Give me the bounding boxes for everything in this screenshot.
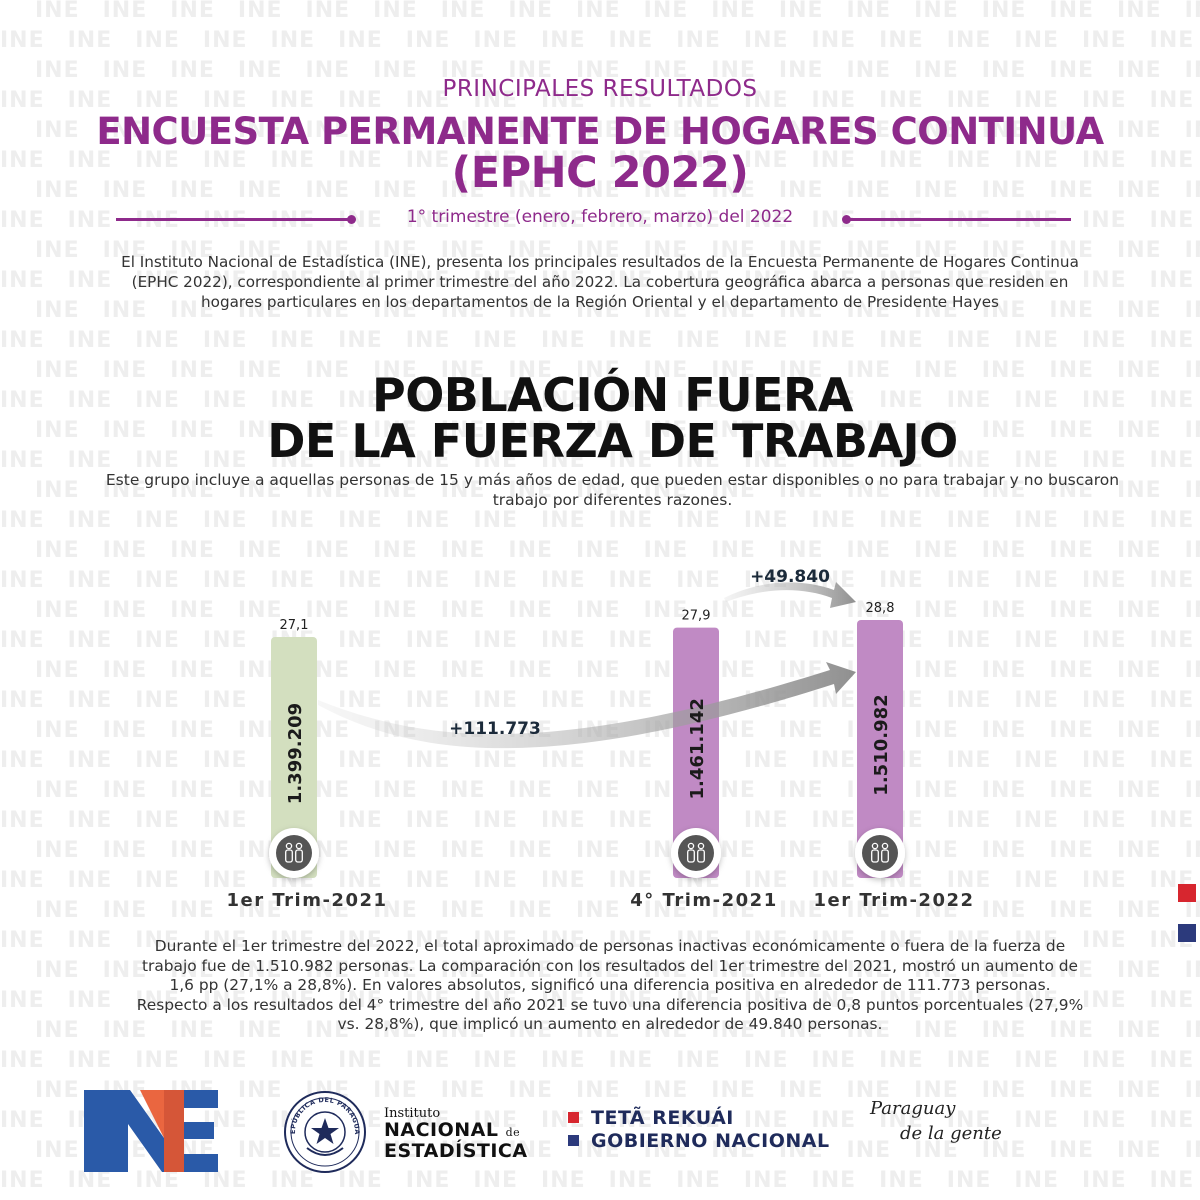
divider-dot-right: [842, 215, 851, 224]
value-label-2: 1.510.982: [871, 694, 892, 795]
section-title-line1: POBLACIÓN FUERA: [371, 368, 854, 422]
paraguay-brand-logo: Paraguay de la gente: [870, 1098, 1002, 1144]
bar-0: [271, 637, 317, 878]
watermark-row: INE INE INE INE INE INE INE INE INE INE …: [0, 868, 1200, 893]
brand-line1: Paraguay: [870, 1098, 956, 1119]
square-blue-icon: [568, 1135, 579, 1146]
watermark-row: INE INE INE INE INE INE INE INE INE INE …: [35, 1138, 1200, 1163]
watermark-row: INE INE INE INE INE INE INE INE INE INE …: [35, 1198, 1200, 1200]
people-icon: [269, 828, 319, 878]
institute-name: Instituto NACIONAL de ESTADÍSTICA: [384, 1106, 528, 1161]
watermark-row: INE INE INE INE INE INE INE INE INE INE …: [35, 958, 1200, 983]
watermark-row: INE INE INE INE INE INE INE INE INE INE …: [0, 508, 1200, 533]
watermark-row: INE INE INE INE INE INE INE INE INE INE …: [35, 658, 1200, 683]
institute-line1: NACIONAL: [384, 1119, 499, 1141]
watermark-row: INE INE INE INE INE INE INE INE INE INE …: [0, 808, 1200, 833]
annotation-label-0: +111.773: [449, 719, 541, 739]
watermark-row: INE INE INE INE INE INE INE INE INE INE …: [35, 298, 1200, 323]
survey-title: ENCUESTA PERMANENTE DE HOGARES CONTINUA: [96, 110, 1104, 153]
watermark-row: INE INE INE INE INE INE INE INE INE INE …: [0, 628, 1200, 653]
section-description: Este grupo incluye a aquellas personas d…: [105, 471, 1120, 509]
paraguay-seal-icon: REPÚBLICA DEL PARAGUAY: [283, 1090, 366, 1173]
watermark-row: INE INE INE INE INE INE INE INE INE INE …: [0, 568, 1200, 593]
gov-line1: TETÃ REKUÁI: [591, 1106, 734, 1129]
section-title-line2: DE LA FUERZA DE TRABAJO: [267, 414, 958, 468]
summary-paragraph-2: Respecto a los resultados del 4° trimest…: [136, 995, 1084, 1034]
watermark-row: INE INE INE INE INE INE INE INE INE INE …: [0, 928, 1200, 953]
watermark-row: INE INE INE INE INE INE INE INE INE INE …: [0, 688, 1200, 713]
divider-right: [849, 218, 1071, 221]
watermark-row: INE INE INE INE INE INE INE INE INE INE …: [35, 838, 1200, 863]
category-label-1: 4° Trim-2021: [630, 890, 777, 911]
brand-line2: de la gente: [900, 1123, 1002, 1144]
watermark-row: INE INE INE INE INE INE INE INE INE INE …: [35, 778, 1200, 803]
watermark-row: INE INE INE INE INE INE INE INE INE INE …: [0, 388, 1200, 413]
flag-stripe-blue: [1178, 924, 1196, 942]
watermark-row: INE INE INE INE INE INE INE INE INE INE …: [35, 118, 1200, 143]
watermark-row: INE INE INE INE INE INE INE INE INE INE …: [35, 898, 1200, 923]
people-icon: [671, 828, 721, 878]
watermark-row: INE INE INE INE INE INE INE INE INE INE …: [0, 328, 1200, 353]
people-icon: [855, 828, 905, 878]
category-label-0: 1er Trim-2021: [226, 890, 387, 911]
watermark-row: INE INE INE INE INE INE INE INE INE INE …: [0, 1048, 1200, 1073]
survey-acronym: (EPHC 2022): [451, 148, 749, 198]
survey-period: 1° trimestre (enero, febrero, marzo) del…: [406, 207, 794, 227]
rate-label-2: 28,8: [866, 601, 895, 616]
square-red-icon: [568, 1112, 579, 1123]
header-kicker: PRINCIPALES RESULTADOS: [442, 76, 758, 102]
watermark-row: INE INE INE INE INE INE INE INE INE INE …: [0, 28, 1200, 53]
summary-text: Durante el 1er trimestre del 2022, el to…: [130, 937, 1090, 1035]
watermark-row: INE INE INE INE INE INE INE INE INE INE …: [0, 88, 1200, 113]
flag-stripe-red: [1178, 884, 1196, 902]
watermark-row: INE INE INE INE INE INE INE INE INE INE …: [35, 238, 1200, 263]
gov-line2: GOBIERNO NACIONAL: [591, 1129, 830, 1152]
watermark-row: INE INE INE INE INE INE INE INE INE INE …: [0, 748, 1200, 773]
watermark-row: INE INE INE INE INE INE INE INE INE INE …: [35, 178, 1200, 203]
institute-line2: ESTADÍSTICA: [384, 1140, 528, 1162]
summary-paragraph-1: Durante el 1er trimestre del 2022, el to…: [141, 937, 1079, 994]
value-label-0: 1.399.209: [285, 703, 306, 804]
institute-de: de: [505, 1126, 521, 1139]
value-label-1: 1.461.142: [687, 698, 708, 799]
divider-left: [116, 218, 350, 221]
increase-arrow-2: [724, 582, 856, 608]
bar-1: [673, 627, 719, 878]
gobierno-nacional-logo: TETÃ REKUÁI GOBIERNO NACIONAL: [568, 1106, 830, 1152]
watermark-row: INE INE INE INE INE INE INE INE INE INE …: [35, 1018, 1200, 1043]
category-label-2: 1er Trim-2022: [813, 890, 974, 911]
watermark-row: INE INE INE INE INE INE INE INE INE INE …: [35, 478, 1200, 503]
annotation-label-1: +49.840: [750, 567, 830, 587]
watermark-row: INE INE INE INE INE INE INE INE INE INE …: [0, 448, 1200, 473]
watermark-row: INE INE INE INE INE INE INE INE INE INE …: [35, 1078, 1200, 1103]
watermark-row: INE INE INE INE INE INE INE INE INE INE …: [0, 988, 1200, 1013]
watermark-row: INE INE INE INE INE INE INE INE INE INE …: [0, 148, 1200, 173]
watermark-row: INE INE INE INE INE INE INE INE INE INE …: [35, 358, 1200, 383]
rate-label-0: 27,1: [280, 618, 309, 633]
divider-dot-left: [347, 215, 356, 224]
bar-2: [857, 620, 903, 878]
watermark-row: INE INE INE INE INE INE INE INE INE INE …: [35, 598, 1200, 623]
increase-arrow-1: [318, 662, 856, 749]
watermark-row: INE INE INE INE INE INE INE INE INE INE …: [0, 1168, 1200, 1193]
watermark-row: INE INE INE INE INE INE INE INE INE INE …: [35, 418, 1200, 443]
watermark-row: INE INE INE INE INE INE INE INE INE INE …: [35, 58, 1200, 83]
watermark-row: INE INE INE INE INE INE INE INE INE INE …: [0, 268, 1200, 293]
intro-paragraph: El Instituto Nacional de Estadística (IN…: [121, 253, 1079, 311]
institute-small: Instituto: [384, 1106, 441, 1121]
watermark-row: INE INE INE INE INE INE INE INE INE INE …: [35, 0, 1200, 23]
rate-label-1: 27,9: [682, 609, 711, 624]
watermark-row: INE INE INE INE INE INE INE INE INE INE …: [35, 538, 1200, 563]
ine-logo: [84, 1090, 218, 1172]
